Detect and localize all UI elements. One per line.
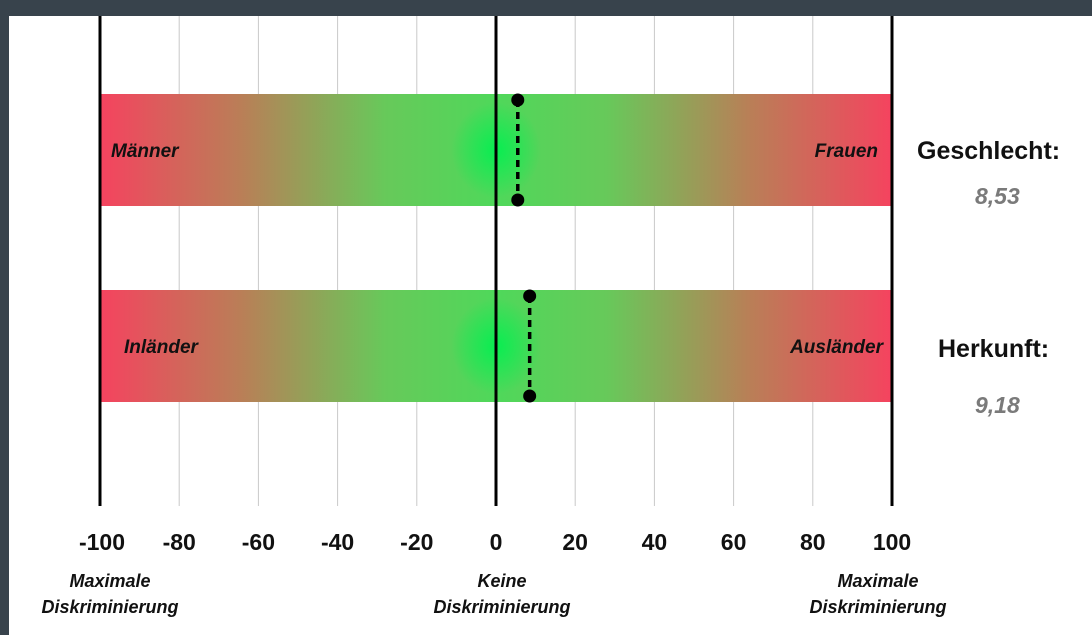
band-left-label: Männer: [111, 141, 180, 162]
bottom-annotation-line: Maximale: [837, 571, 918, 591]
bottom-annotation-line: Maximale: [69, 571, 150, 591]
x-tick-label: -80: [163, 529, 196, 555]
series-name-herkunft: Herkunft:: [938, 335, 1050, 363]
x-tick-label: -20: [400, 529, 433, 555]
band-right-label: Ausländer: [789, 337, 885, 358]
band-right-label: Frauen: [815, 141, 878, 162]
x-tick-label: -100: [79, 529, 125, 555]
marker-dot-bottom: [523, 389, 537, 403]
window-frame-top: [0, 0, 1092, 16]
x-tick-label: 80: [800, 529, 826, 555]
bottom-annotation-line: Diskriminierung: [809, 597, 946, 617]
x-tick-label: 0: [490, 529, 503, 555]
marker-dot-top: [523, 289, 537, 303]
bottom-annotation-line: Keine: [477, 571, 526, 591]
x-tick-labels: -100 -80 -60 -40 -20 0 20 40 60 80 100: [79, 529, 911, 555]
band-left-label: Inländer: [124, 337, 200, 358]
bottom-annotations: Maximale Diskriminierung Keine Diskriminier…: [41, 571, 946, 617]
x-tick-label: 100: [873, 529, 911, 555]
bottom-annotation-line: Diskriminierung: [41, 597, 178, 617]
x-tick-label: 60: [721, 529, 747, 555]
bottom-annotation-line: Diskriminierung: [433, 597, 570, 617]
marker-dot-bottom: [511, 193, 525, 207]
x-tick-label: -60: [242, 529, 275, 555]
x-tick-label: 20: [562, 529, 588, 555]
marker-dot-top: [511, 93, 525, 107]
axes: [98, 16, 894, 506]
markers: [511, 93, 537, 403]
window-frame-left: [0, 0, 9, 635]
series-name-geschlecht: Geschlecht:: [917, 137, 1061, 165]
x-tick-label: 40: [642, 529, 668, 555]
x-tick-label: -40: [321, 529, 354, 555]
series-value-herkunft: 9,18: [975, 392, 1020, 418]
series-value-geschlecht: 8,53: [975, 183, 1020, 209]
